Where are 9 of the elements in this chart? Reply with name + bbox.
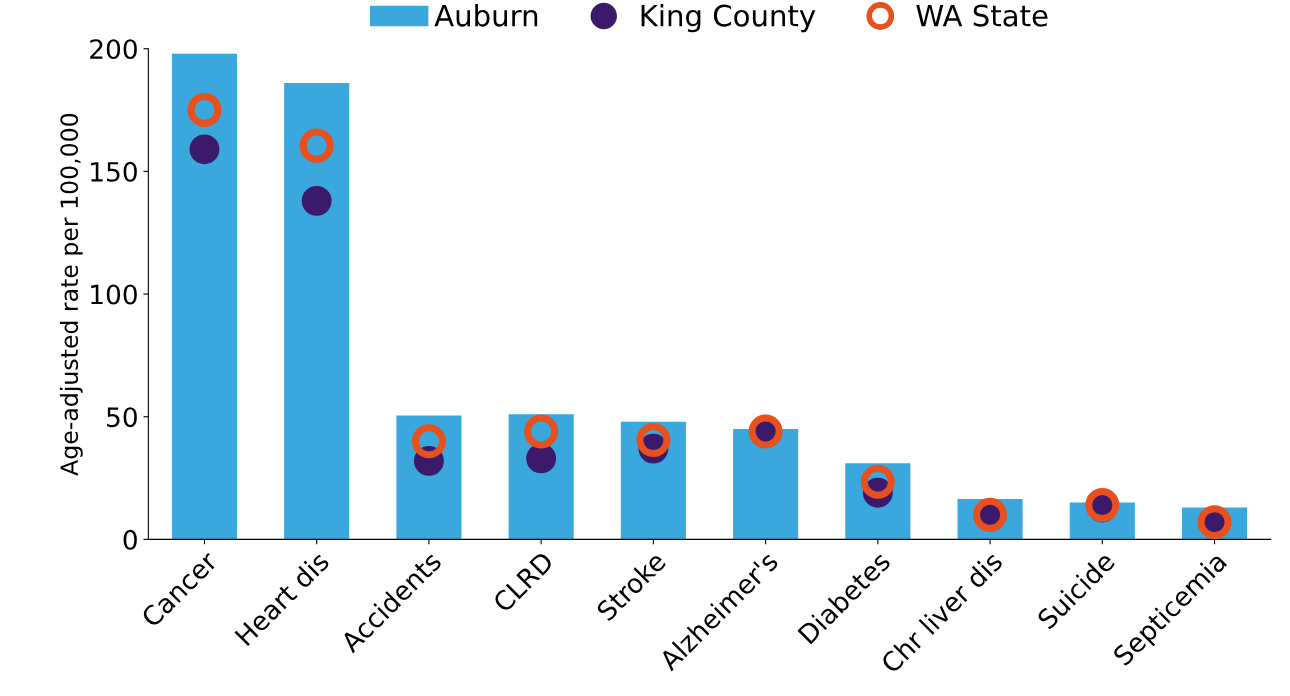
y-tick-label: 100 bbox=[91, 284, 137, 305]
y-tick-label: 50 bbox=[107, 407, 137, 428]
y-tick-label: 200 bbox=[90, 39, 137, 60]
y-tick-label: 0 bbox=[123, 529, 137, 550]
y-axis-title: Age-adjusted rate per 100,000 bbox=[59, 113, 83, 476]
legend-label: WA State bbox=[916, 4, 1048, 27]
legend-label: King County bbox=[641, 4, 816, 33]
y-tick-label: 150 bbox=[91, 161, 137, 182]
legend-label: Auburn bbox=[434, 4, 538, 27]
